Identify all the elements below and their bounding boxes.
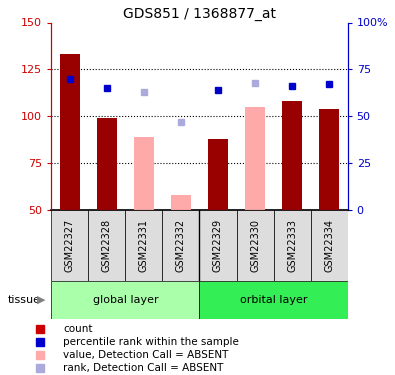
Bar <box>51 281 199 319</box>
Text: value, Detection Call = ABSENT: value, Detection Call = ABSENT <box>63 350 229 360</box>
Text: ▶: ▶ <box>37 295 45 305</box>
Bar <box>245 107 265 210</box>
Text: GSM22333: GSM22333 <box>287 219 297 272</box>
Bar <box>51 210 88 281</box>
Text: percentile rank within the sample: percentile rank within the sample <box>63 337 239 347</box>
Bar <box>126 210 162 281</box>
Text: GSM22327: GSM22327 <box>65 219 75 272</box>
Text: tissue: tissue <box>8 295 41 305</box>
Bar <box>310 210 348 281</box>
Text: GSM22330: GSM22330 <box>250 219 260 272</box>
Text: orbital layer: orbital layer <box>240 295 307 305</box>
Bar <box>199 281 348 319</box>
Bar <box>208 139 228 210</box>
Text: global layer: global layer <box>92 295 158 305</box>
Bar <box>60 54 80 210</box>
Bar <box>97 118 117 210</box>
Bar <box>237 210 274 281</box>
Text: GSM22331: GSM22331 <box>139 219 149 272</box>
Bar <box>199 210 237 281</box>
Text: count: count <box>63 324 93 334</box>
Bar <box>171 195 191 210</box>
Text: GSM22334: GSM22334 <box>324 219 334 272</box>
Bar <box>274 210 310 281</box>
Bar <box>134 137 154 210</box>
Bar <box>282 101 302 210</box>
Text: GSM22332: GSM22332 <box>176 219 186 272</box>
Title: GDS851 / 1368877_at: GDS851 / 1368877_at <box>123 8 276 21</box>
Bar <box>319 109 339 210</box>
Text: GSM22329: GSM22329 <box>213 219 223 272</box>
Bar <box>88 210 126 281</box>
Bar <box>162 210 199 281</box>
Text: GSM22328: GSM22328 <box>102 219 112 272</box>
Text: rank, Detection Call = ABSENT: rank, Detection Call = ABSENT <box>63 363 224 374</box>
